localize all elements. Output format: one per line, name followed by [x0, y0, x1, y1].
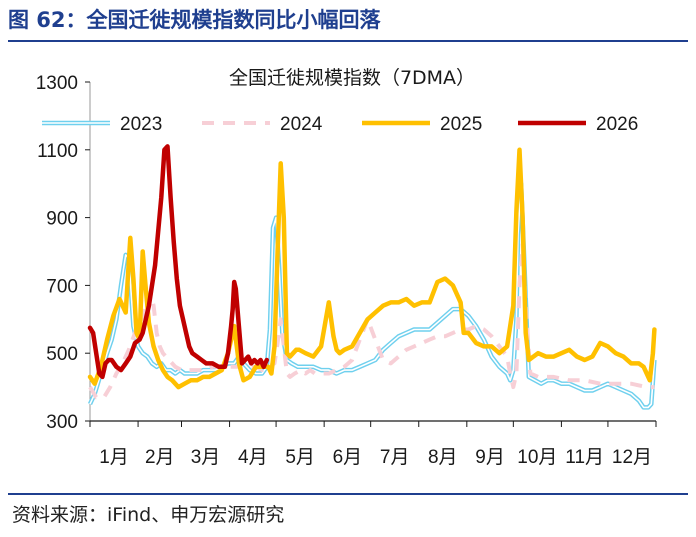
x-tick-label: 5月	[285, 447, 315, 468]
x-tick-label: 8月	[428, 447, 458, 468]
figure-title: 图 62：全国迁徙规模指数同比小幅回落	[8, 8, 381, 32]
x-tick-label: 11月	[565, 447, 604, 468]
legend-label-2026: 2026	[596, 114, 638, 135]
legend-label-2024: 2024	[280, 114, 323, 135]
y-tick-label: 1300	[36, 73, 78, 94]
y-tick-label: 900	[46, 209, 78, 230]
x-tick-label: 4月	[238, 447, 268, 468]
series-2026-line	[87, 144, 270, 380]
y-tick-label: 500	[46, 344, 78, 365]
series-2025-line	[87, 147, 657, 390]
axes: 1300 1100 900 700 500 300 1月 2月 3月 4月 5月 6月 7月 8月 9月 10…	[36, 73, 657, 468]
source-note: 资料来源：iFind、申万宏源研究	[12, 504, 285, 526]
series-2024-line	[88, 242, 655, 400]
y-tick-label: 300	[46, 412, 78, 433]
x-tick-label: 6月	[333, 447, 363, 468]
source-rule	[8, 493, 688, 495]
y-tick-label: 700	[46, 276, 78, 297]
x-tick-label: 7月	[380, 447, 410, 468]
series-2023-line-inner	[89, 182, 656, 409]
chart-title: 全国迁徙规模指数（7DMA）	[229, 67, 475, 89]
x-tick-label: 2月	[145, 447, 175, 468]
series-lines	[87, 144, 657, 410]
x-tick-label: 3月	[191, 447, 221, 468]
legend-label-2025: 2025	[440, 114, 482, 135]
x-tick-label: 10月	[517, 447, 557, 468]
legend-label-2023: 2023	[120, 114, 162, 135]
legend: 2023 2024 2025 2026	[42, 114, 638, 135]
x-tick-label: 12月	[612, 447, 652, 468]
y-tick-label: 1100	[37, 141, 78, 162]
x-tick-label: 9月	[475, 447, 505, 468]
x-tick-label: 1月	[99, 447, 129, 468]
title-rule	[8, 40, 688, 42]
